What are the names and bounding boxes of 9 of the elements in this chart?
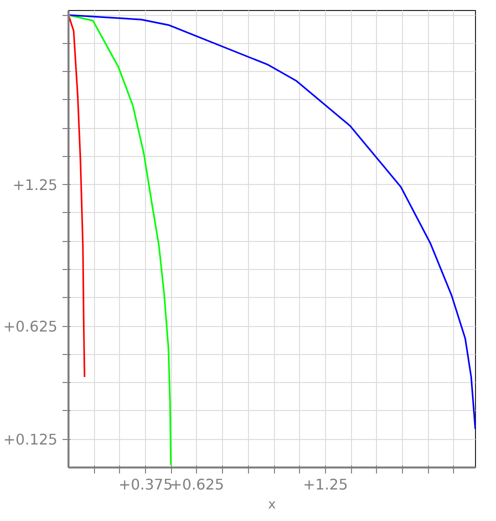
y-tick-label: +0.125 [3, 432, 58, 449]
y-tick-label: +0.625 [3, 318, 58, 336]
x-tick-label: +1.25 [302, 476, 348, 494]
line-series [68, 14, 476, 430]
x-axis-title: x [268, 498, 276, 512]
y-tick-label: +1.25 [12, 177, 58, 194]
x-tick-label: +0.375 [118, 476, 173, 494]
line-series [68, 14, 86, 378]
line-series [68, 14, 172, 466]
